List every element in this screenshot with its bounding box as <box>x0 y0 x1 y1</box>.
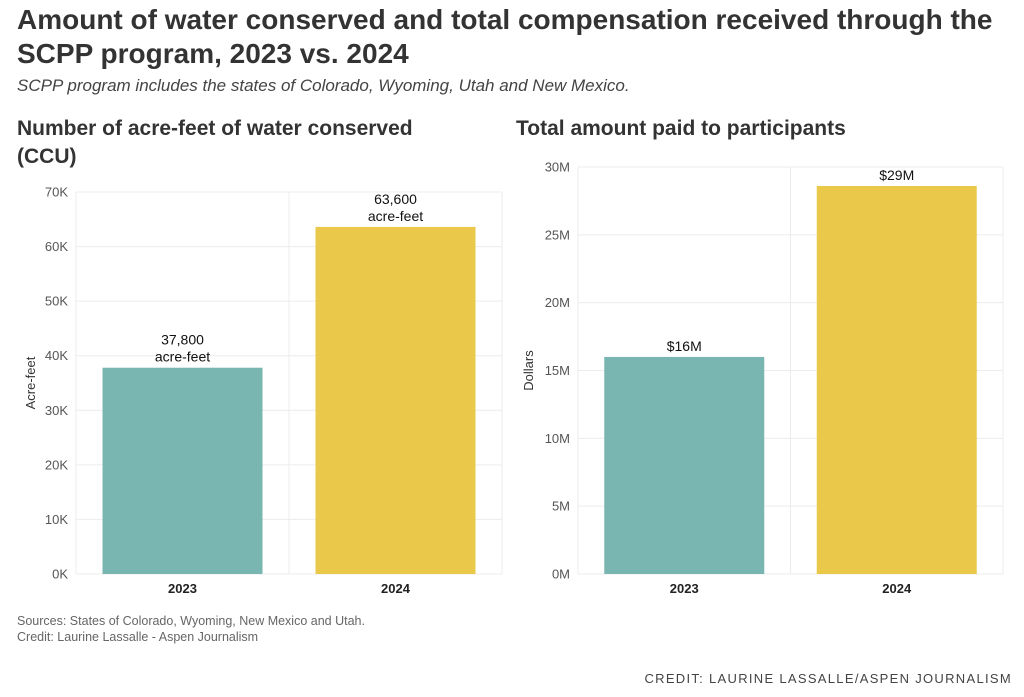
y-tick-label: 40K <box>45 348 68 363</box>
sources-note: Sources: States of Colorado, Wyoming, Ne… <box>17 614 365 628</box>
data-label: 63,600 <box>374 191 417 207</box>
y-tick-label: 60K <box>45 239 68 254</box>
y-tick-label: 30M <box>545 160 570 175</box>
y-tick-label: 0K <box>52 567 68 582</box>
photo-credit: CREDIT: LAURINE LASSALLE/ASPEN JOURNALIS… <box>644 671 1012 686</box>
y-axis-label: Acre-feet <box>23 356 38 409</box>
y-tick-label: 15M <box>545 363 570 378</box>
y-tick-label: 0M <box>552 567 570 582</box>
y-axis-label: Dollars <box>521 350 536 391</box>
page-subtitle: SCPP program includes the states of Colo… <box>17 76 630 95</box>
y-tick-label: 10K <box>45 512 68 527</box>
y-tick-label: 25M <box>545 227 570 242</box>
x-tick-label: 2023 <box>168 581 197 596</box>
data-label: acre-feet <box>368 208 423 224</box>
chart-footer: Sources: States of Colorado, Wyoming, Ne… <box>17 613 365 645</box>
bar-water-2024 <box>315 226 476 574</box>
data-label: 37,800 <box>161 332 204 348</box>
data-label: $29M <box>879 167 914 183</box>
y-tick-label: 20K <box>45 457 68 472</box>
y-tick-label: 5M <box>552 499 570 514</box>
y-tick-label: 70K <box>45 185 68 200</box>
bar-paid-2023 <box>604 356 765 574</box>
x-tick-label: 2024 <box>882 581 912 596</box>
data-label: $16M <box>667 338 702 354</box>
y-tick-label: 10M <box>545 431 570 446</box>
chart-title-amount-paid: Total amount paid to participants <box>516 117 846 140</box>
chart-title-water-conserved: Number of acre-feet of water conserved (… <box>17 117 413 168</box>
bar-paid-2024 <box>816 185 977 574</box>
x-tick-label: 2023 <box>670 581 699 596</box>
credit-note: Credit: Laurine Lassalle - Aspen Journal… <box>17 630 259 644</box>
data-label: acre-feet <box>155 349 210 365</box>
page-title: Amount of water conserved and total comp… <box>17 4 993 69</box>
bar-water-2023 <box>102 367 263 574</box>
x-tick-label: 2024 <box>381 581 411 596</box>
y-tick-label: 30K <box>45 403 68 418</box>
y-tick-label: 20M <box>545 295 570 310</box>
y-tick-label: 50K <box>45 294 68 309</box>
